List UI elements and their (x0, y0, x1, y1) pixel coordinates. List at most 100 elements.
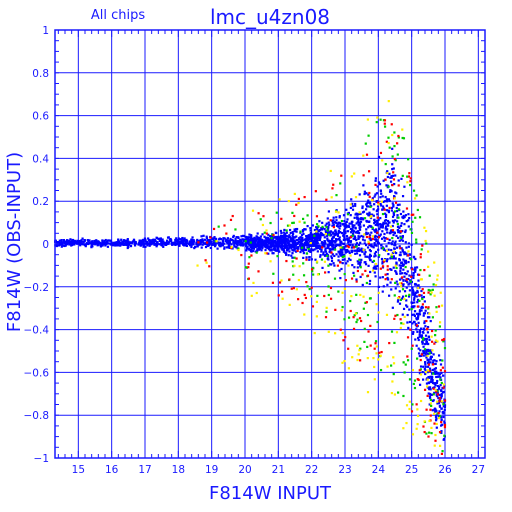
data-point (64, 243, 67, 246)
data-point (110, 242, 114, 245)
data-point (316, 260, 319, 263)
data-point (329, 286, 333, 290)
data-point (247, 266, 250, 269)
data-point (301, 217, 305, 221)
data-point (275, 237, 278, 240)
data-point (361, 217, 364, 220)
data-point (194, 245, 197, 249)
data-point (321, 225, 324, 228)
data-point (394, 287, 397, 290)
data-point (343, 258, 346, 261)
data-point (358, 263, 362, 266)
data-point (277, 235, 280, 239)
data-point (324, 224, 327, 227)
data-point (330, 263, 333, 266)
data-point (399, 266, 402, 270)
data-point (425, 328, 429, 331)
data-point (418, 354, 421, 358)
data-point (400, 282, 403, 285)
data-point (416, 289, 419, 292)
data-point (385, 204, 388, 207)
data-point (374, 228, 378, 231)
data-point (441, 338, 444, 342)
data-point (431, 361, 435, 365)
data-point (76, 239, 79, 242)
data-point (433, 370, 436, 373)
data-point (409, 279, 412, 282)
data-point (268, 238, 271, 241)
data-point (296, 242, 299, 246)
data-point (255, 239, 258, 242)
data-point (399, 224, 403, 227)
data-point (377, 155, 381, 159)
data-point (365, 205, 369, 208)
data-point (161, 238, 164, 241)
data-point (433, 294, 436, 297)
data-point (302, 262, 305, 265)
data-point (329, 239, 332, 243)
data-point (316, 233, 319, 236)
data-point (403, 259, 406, 262)
data-point (333, 264, 336, 267)
data-point (289, 231, 292, 235)
data-point (438, 397, 441, 400)
data-point (212, 239, 215, 242)
data-point (237, 236, 240, 239)
data-point (326, 253, 329, 256)
data-point (394, 219, 397, 222)
data-point (371, 235, 375, 238)
data-point (375, 239, 378, 243)
data-point (277, 294, 280, 297)
data-point (431, 288, 434, 291)
data-point (293, 236, 296, 239)
data-point (331, 187, 334, 190)
data-point (338, 250, 342, 253)
y-tick-label: 0 (42, 239, 49, 251)
data-point (341, 255, 344, 259)
data-point (428, 395, 432, 398)
data-point (280, 217, 283, 220)
data-point (391, 306, 394, 309)
data-point (386, 365, 389, 368)
data-point (351, 205, 355, 208)
data-point (328, 241, 331, 244)
data-point (436, 393, 439, 396)
data-point (372, 214, 375, 217)
data-point (373, 219, 376, 222)
data-point (401, 195, 405, 198)
data-point (251, 245, 254, 248)
data-point (366, 246, 370, 249)
data-point (314, 244, 317, 248)
data-point (373, 203, 376, 206)
data-point (296, 249, 299, 253)
data-point (324, 249, 327, 252)
data-point (386, 170, 389, 173)
data-point (392, 178, 396, 181)
data-point (374, 266, 377, 269)
data-point (408, 378, 412, 381)
data-point (346, 244, 349, 248)
data-point (375, 267, 378, 270)
data-point (265, 240, 268, 243)
data-point (310, 238, 314, 242)
data-point (327, 244, 331, 247)
data-point (300, 249, 303, 252)
data-point (294, 243, 298, 246)
data-point (335, 216, 338, 219)
data-point (324, 231, 328, 234)
data-point (316, 250, 319, 253)
data-point (414, 291, 417, 294)
data-point (365, 232, 368, 236)
data-point (380, 237, 384, 240)
data-point (365, 301, 368, 304)
data-point (389, 180, 393, 183)
data-point (210, 240, 213, 244)
data-point (426, 331, 430, 334)
data-point (434, 384, 437, 387)
data-point (277, 239, 280, 242)
data-point (70, 244, 73, 247)
data-point (387, 248, 390, 251)
data-point (369, 238, 372, 241)
data-point (196, 245, 199, 248)
data-point (367, 134, 370, 137)
